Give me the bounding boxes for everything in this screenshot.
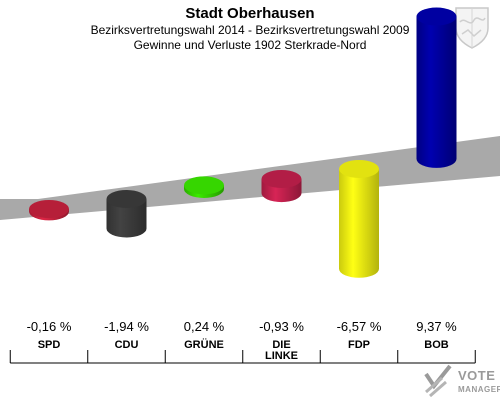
value-label: 9,37 % xyxy=(416,319,457,334)
bar-cdu xyxy=(106,189,147,238)
chart-header: Stadt Oberhausen Bezirksvertretungswahl … xyxy=(0,4,500,53)
bar-spd xyxy=(29,200,69,221)
coat-of-arms-icon xyxy=(455,7,489,49)
chart-subtitle: Bezirksvertretungswahl 2014 - Bezirksver… xyxy=(90,23,410,37)
value-label: -0,16 % xyxy=(27,319,72,334)
logo-name: VOTE xyxy=(458,368,496,383)
logo-sub: MANAGER xyxy=(458,385,500,394)
vote-manager-logo: VOTE MANAGER xyxy=(418,362,500,400)
category-label: CDU xyxy=(115,339,139,351)
category-label: BOB xyxy=(424,339,449,351)
ballot-check-icon xyxy=(424,364,452,398)
bar-fdp xyxy=(339,159,379,278)
value-label: 0,24 % xyxy=(184,319,225,334)
bar-die-linke xyxy=(261,169,302,203)
category-label: FDP xyxy=(348,339,370,351)
bar-bob xyxy=(416,7,457,168)
chart-title: Stadt Oberhausen xyxy=(185,5,315,22)
category-label: GRÜNE xyxy=(184,338,224,351)
value-label: -1,94 % xyxy=(104,319,149,334)
category-axis xyxy=(9,350,476,364)
category-label: SPD xyxy=(38,339,61,351)
bar-grüne xyxy=(184,176,224,198)
value-label: -0,93 % xyxy=(259,319,304,334)
value-label: -6,57 % xyxy=(337,319,382,334)
chart-subtitle-2: Gewinne und Verluste 1902 Sterkrade-Nord xyxy=(133,38,367,52)
category-label: DIE LINKE xyxy=(265,339,298,362)
